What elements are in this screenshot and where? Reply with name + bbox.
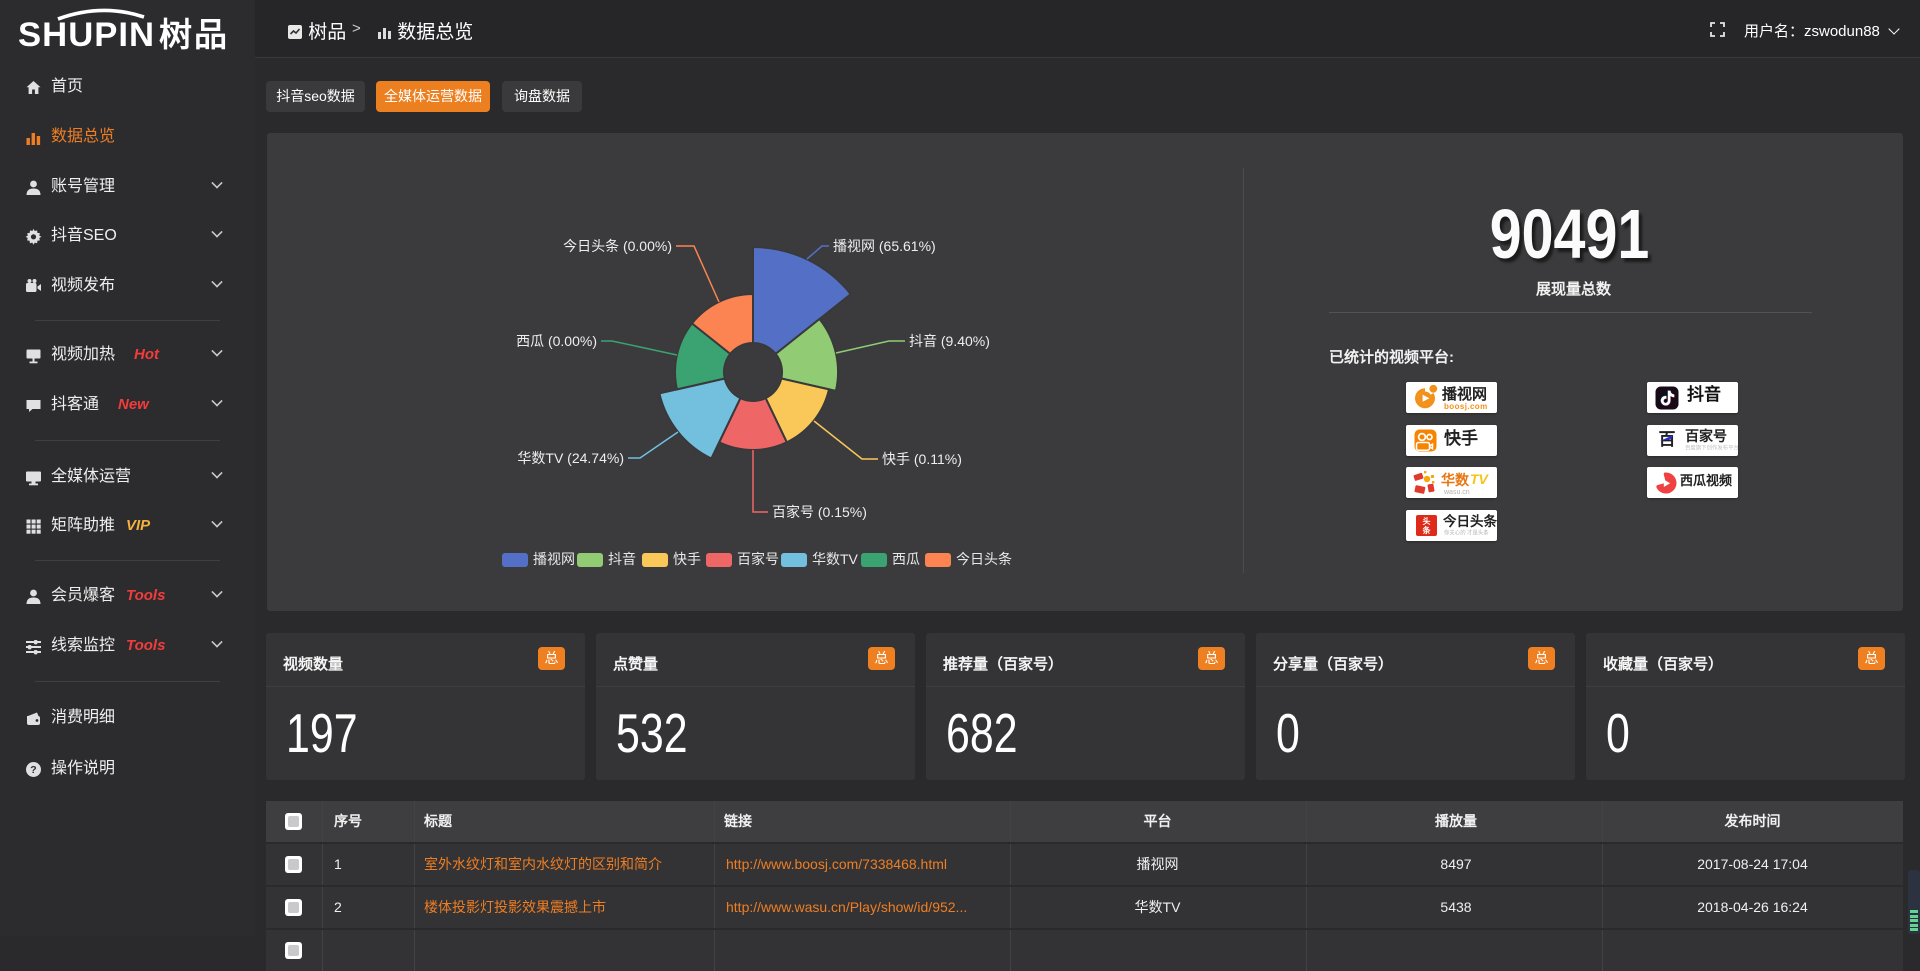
svg-text:头: 头 [1423, 516, 1431, 526]
svg-text:树品: 树品 [159, 16, 229, 53]
svg-text:快手 (0.11%): 快手 (0.11%) [882, 451, 962, 467]
svg-text:今日头条 (0.00%): 今日头条 (0.00%) [563, 238, 672, 254]
svg-text:西瓜 (0.00%): 西瓜 (0.00%) [516, 333, 597, 349]
svg-text:抖音 (9.40%): 抖音 (9.40%) [909, 333, 990, 349]
svg-text:华数TV (24.74%): 华数TV (24.74%) [517, 450, 624, 466]
svg-text:?: ? [30, 764, 36, 776]
svg-text:播视网 (65.61%): 播视网 (65.61%) [833, 238, 936, 254]
svg-text:百家号 (0.15%): 百家号 (0.15%) [772, 504, 867, 520]
svg-text:条: 条 [1422, 525, 1432, 535]
svg-text:SHUPIN: SHUPIN [18, 16, 155, 54]
